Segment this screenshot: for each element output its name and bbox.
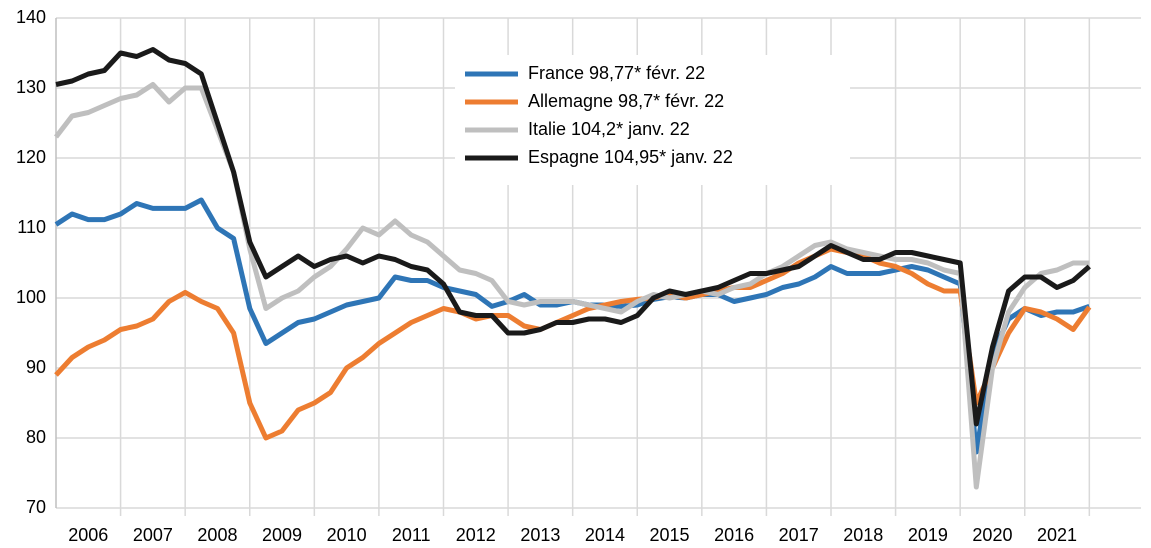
x-tick-label: 2006	[68, 525, 108, 545]
x-tick-label: 2014	[585, 525, 625, 545]
x-tick-label: 2011	[392, 525, 431, 545]
line-series	[55, 47, 1091, 427]
legend-label: Allemagne 98,7* févr. 22	[528, 91, 724, 111]
y-tick-label: 100	[16, 287, 46, 307]
x-tick-label: 2007	[133, 525, 173, 545]
x-tick-label: 2018	[843, 525, 883, 545]
x-tick-label: 2015	[650, 525, 690, 545]
legend-label: France 98,77* févr. 22	[528, 63, 705, 83]
x-tick-label: 2021	[1037, 525, 1077, 545]
line-series	[54, 246, 1092, 441]
x-tick-label: 2013	[520, 525, 560, 545]
y-tick-label: 80	[26, 427, 46, 447]
x-tick-label: 2019	[908, 525, 948, 545]
y-tick-label: 120	[16, 147, 46, 167]
legend-box	[455, 55, 850, 185]
legend-label: Espagne 104,95* janv. 22	[528, 147, 733, 167]
y-tick-label: 140	[16, 7, 46, 27]
y-tick-label: 70	[26, 497, 46, 517]
x-tick-label: 2017	[779, 525, 819, 545]
x-tick-label: 2009	[262, 525, 302, 545]
y-tick-label: 90	[26, 357, 46, 377]
x-tick-label: 2008	[197, 525, 237, 545]
x-tick-label: 2020	[972, 525, 1012, 545]
x-tick-label: 2016	[714, 525, 754, 545]
y-tick-label: 110	[17, 217, 46, 237]
x-tick-label: 2012	[456, 525, 496, 545]
legend-label: Italie 104,2* janv. 22	[528, 119, 690, 139]
y-tick-label: 130	[16, 77, 46, 97]
x-tick-label: 2010	[327, 525, 367, 545]
